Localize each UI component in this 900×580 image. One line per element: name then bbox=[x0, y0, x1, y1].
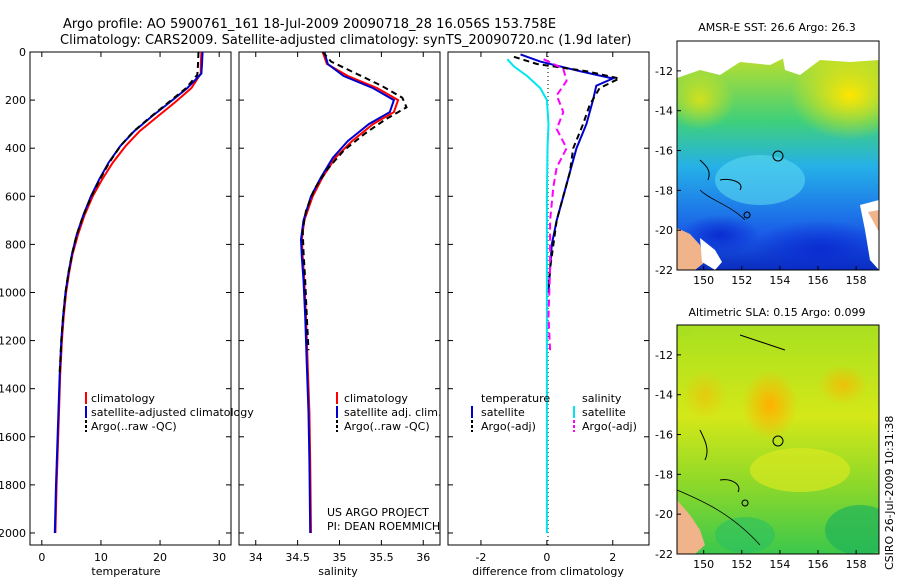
x-tick-label: 34.5 bbox=[285, 551, 310, 564]
x-tick-label: 34 bbox=[249, 551, 263, 564]
series-line-temperature-argo-adj- bbox=[513, 55, 623, 293]
sla-argo-marker bbox=[772, 435, 784, 447]
map-x-tick-label: 150 bbox=[693, 558, 714, 571]
legend-label-satellite: satellite-adjusted climatology bbox=[91, 406, 254, 419]
x-tick-label: 30 bbox=[212, 551, 226, 564]
difference-axis-ticks: -2 0 2 bbox=[448, 51, 649, 564]
map-y-tick-label: -16 bbox=[655, 429, 673, 442]
legend-label-sal-argo: Argo(-adj) bbox=[582, 420, 637, 433]
x-tick-label: 2 bbox=[609, 551, 616, 564]
difference-axis-label: difference from climatology bbox=[472, 565, 624, 578]
x-tick-label: 0 bbox=[543, 551, 550, 564]
temperature-legend: climatology satellite-adjusted climatolo… bbox=[85, 392, 254, 433]
temperature-profile-lines bbox=[53, 51, 204, 534]
temperature-panel-frame bbox=[29, 51, 232, 546]
salinity-panel-frame bbox=[238, 51, 441, 546]
figure-title-line2: Climatology: CARS2009. Satellite-adjuste… bbox=[60, 33, 632, 48]
x-tick-label: 20 bbox=[153, 551, 167, 564]
map-y-tick-label: -16 bbox=[655, 145, 673, 158]
x-tick-label: 35 bbox=[333, 551, 347, 564]
sla-map-ticks: 150 152 154 156 158 -12 -14 -16 -18 -20 -22 bbox=[655, 349, 867, 571]
map-x-tick-label: 158 bbox=[846, 274, 867, 287]
map-x-tick-label: 154 bbox=[769, 274, 790, 287]
salinity-profile-lines bbox=[299, 51, 408, 534]
temperature-axis-ticks: 0 10 20 30 0 200 400 600 800 1000 1200 1400 1600 1800… bbox=[0, 46, 231, 564]
y-tick-label: 2000 bbox=[0, 527, 26, 540]
series-line-temperature-satellite bbox=[520, 53, 617, 293]
map-x-tick-label: 156 bbox=[808, 558, 829, 571]
figure-title-line1: Argo profile: AO 5900761_161 18-Jul-2009… bbox=[63, 17, 556, 32]
x-tick-label: 10 bbox=[94, 551, 108, 564]
map-y-tick-label: -22 bbox=[655, 264, 673, 277]
map-y-tick-label: -14 bbox=[655, 389, 673, 402]
project-credit-line1: US ARGO PROJECT bbox=[327, 506, 429, 519]
map-y-tick-label: -22 bbox=[655, 548, 673, 561]
sst-map-ticks: 150 152 154 156 158 -12 -14 -16 -18 -20 -22 bbox=[655, 65, 867, 287]
difference-legend: temperature salinity satellite Argo(-adj… bbox=[471, 392, 637, 433]
salinity-legend: climatology satellite adj. clim. Argo(..… bbox=[336, 392, 441, 433]
legend-label-argo: Argo(..raw -QC) bbox=[91, 420, 177, 433]
map-y-tick-label: -20 bbox=[655, 224, 673, 237]
y-tick-label: 1200 bbox=[0, 335, 26, 348]
series-line-salinity-argo-adj- bbox=[543, 58, 568, 351]
map-x-tick-label: 150 bbox=[693, 274, 714, 287]
legend-label-climatology: climatology bbox=[91, 392, 155, 405]
map-x-tick-label: 154 bbox=[769, 558, 790, 571]
series-line-argo-raw-qc- bbox=[301, 51, 408, 351]
temperature-axis-label: temperature bbox=[91, 565, 160, 578]
y-tick-label: 800 bbox=[5, 238, 26, 251]
legend-label-climatology: climatology bbox=[344, 392, 408, 405]
map-y-tick-label: -18 bbox=[655, 184, 673, 197]
sst-map-title: AMSR-E SST: 26.6 Argo: 26.3 bbox=[698, 21, 856, 34]
map-y-tick-label: -12 bbox=[655, 65, 673, 78]
map-y-tick-label: -14 bbox=[655, 105, 673, 118]
y-tick-label: 400 bbox=[5, 142, 26, 155]
map-x-tick-label: 152 bbox=[731, 558, 752, 571]
sst-argo-marker bbox=[772, 150, 784, 162]
y-tick-label: 0 bbox=[19, 46, 26, 59]
map-y-tick-label: -12 bbox=[655, 349, 673, 362]
sla-map-image bbox=[677, 325, 879, 554]
salinity-axis-label: salinity bbox=[318, 565, 358, 578]
sla-map-frame bbox=[676, 324, 880, 555]
map-x-tick-label: 156 bbox=[808, 274, 829, 287]
y-tick-label: 600 bbox=[5, 190, 26, 203]
legend-label-temp-satellite: satellite bbox=[481, 406, 525, 419]
x-tick-label: 35.5 bbox=[369, 551, 394, 564]
y-tick-label: 1400 bbox=[0, 383, 26, 396]
series-line-salinity-satellite bbox=[506, 58, 550, 533]
x-tick-label: -2 bbox=[475, 551, 486, 564]
x-tick-label: 0 bbox=[38, 551, 45, 564]
y-tick-label: 1800 bbox=[0, 479, 26, 492]
sla-map-title: Altimetric SLA: 0.15 Argo: 0.099 bbox=[688, 306, 865, 319]
legend-label-argo: Argo(..raw -QC) bbox=[344, 420, 430, 433]
map-y-tick-label: -18 bbox=[655, 468, 673, 481]
x-tick-label: 36 bbox=[416, 551, 430, 564]
legend-label-temp-argo: Argo(-adj) bbox=[481, 420, 536, 433]
csiro-timestamp: CSIRO 26-Jul-2009 10:31:38 bbox=[883, 416, 896, 570]
map-y-tick-label: -20 bbox=[655, 508, 673, 521]
map-x-tick-label: 152 bbox=[731, 274, 752, 287]
y-tick-label: 200 bbox=[5, 94, 26, 107]
salinity-axis-ticks: 34 34.5 35 35.5 36 bbox=[239, 51, 440, 564]
legend-heading-temperature: temperature bbox=[481, 392, 550, 405]
legend-label-satellite: satellite adj. clim. bbox=[344, 406, 441, 419]
sst-map-image bbox=[677, 41, 879, 270]
map-x-tick-label: 158 bbox=[846, 558, 867, 571]
project-credit-line2: PI: DEAN ROEMMICH bbox=[327, 520, 440, 533]
series-line-argo-raw-qc- bbox=[58, 51, 200, 375]
difference-profile-lines bbox=[506, 53, 623, 533]
legend-label-sal-satellite: satellite bbox=[582, 406, 626, 419]
legend-heading-salinity: salinity bbox=[582, 392, 622, 405]
sst-map-frame bbox=[676, 40, 880, 271]
y-tick-label: 1600 bbox=[0, 431, 26, 444]
y-tick-label: 1000 bbox=[0, 286, 26, 299]
